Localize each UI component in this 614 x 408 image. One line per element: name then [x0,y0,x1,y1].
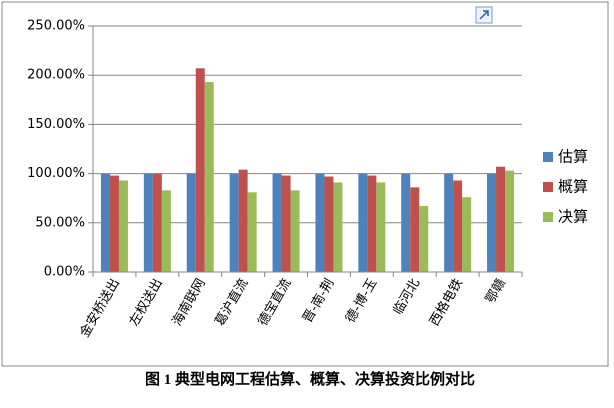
bar [453,180,463,272]
legend-label: 估算 [558,148,588,166]
expand-icon[interactable] [475,6,493,24]
bar [195,68,205,272]
legend-swatch [543,212,553,222]
bar [118,180,128,272]
bar [367,175,377,272]
bar [358,173,368,272]
bar [333,182,343,272]
bar [161,190,171,272]
y-tick-label: 50.00% [35,215,85,230]
y-tick-label: 0.00% [44,265,85,280]
bar [238,169,248,272]
y-tick-label: 200.00% [27,68,85,83]
legend-label: 决算 [558,208,588,226]
bar [109,175,119,272]
bar [100,173,110,272]
legend-swatch [543,152,553,162]
bar [462,197,472,272]
legend-label: 概算 [558,178,588,196]
bar [315,173,325,272]
bar [229,173,239,272]
bar [496,166,506,272]
bar [419,206,429,272]
bar [290,190,300,272]
bar [376,182,386,272]
bar [444,173,454,272]
legend-swatch [543,182,553,192]
bar [143,173,153,272]
y-tick-label: 250.00% [27,19,85,34]
y-tick-label: 100.00% [27,166,85,181]
bar [204,82,214,272]
bar [324,176,334,272]
bar [186,173,196,272]
bar [247,192,257,272]
bar [401,173,411,272]
bar [505,170,515,272]
bar [487,173,497,272]
chart-caption: 图 1 典型电网工程估算、概算、决算投资比例对比 [145,370,475,388]
y-tick-label: 150.00% [27,117,85,132]
bar [152,173,162,272]
bar [272,173,282,272]
bar [410,187,420,272]
bar [281,175,291,272]
